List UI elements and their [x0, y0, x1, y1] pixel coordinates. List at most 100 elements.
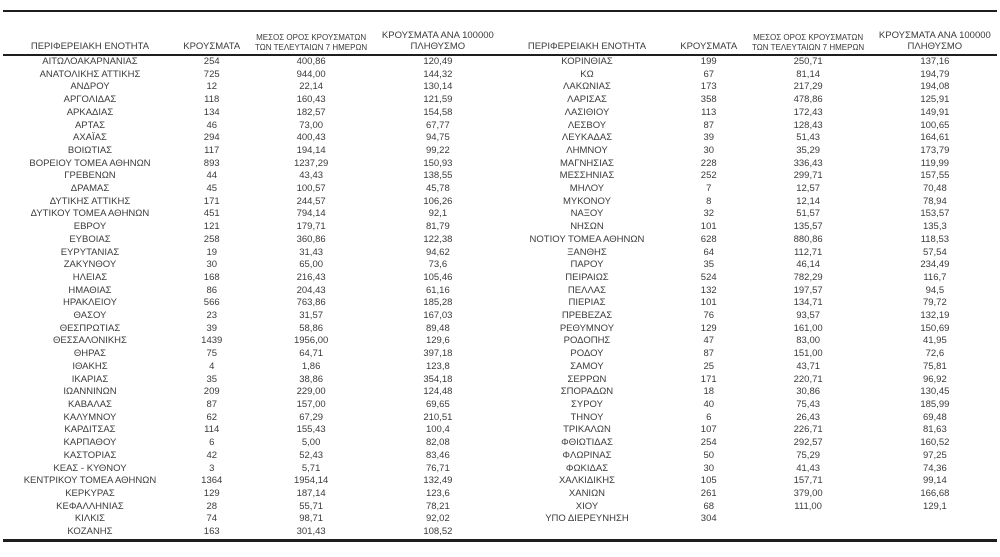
per100k-cell: 67,77	[425, 119, 450, 131]
table-row: ΠΕΙΡΑΙΩΣ 524 782,29 116,7	[500, 272, 997, 285]
cases-cell: 44	[206, 170, 218, 182]
per100k-cell: 132,49	[423, 475, 453, 487]
table-row: ΑΡΚΑΔΙΑΣ 134 182,57 154,58	[3, 107, 500, 120]
table-row: ΡΟΔΟΥ 87 151,00 72,6	[500, 348, 997, 361]
per100k-cell: 105,46	[423, 271, 453, 283]
avg7-cell: 81,14	[796, 68, 821, 80]
avg7-cell: 31,43	[299, 246, 324, 258]
column-header-region: ΠΕΡΙΦΕΡΕΙΑΚΗ ΕΝΟΤΗΤΑ	[3, 12, 177, 56]
region-cell: ΔΥΤΙΚΟΥ ΤΟΜΕΑ ΑΘΗΝΩΝ	[30, 208, 150, 220]
cases-cell: 1364	[201, 475, 223, 487]
table-row: ΛΗΜΝΟΥ 30 35,29 173,79	[500, 145, 997, 158]
table-row: ΠΡΕΒΕΖΑΣ 76 93,57 132,19	[500, 310, 997, 323]
region-cell: ΠΑΡΟΥ	[570, 259, 604, 271]
avg7-cell: 179,71	[296, 221, 326, 233]
region-cell: ΚΩ	[580, 68, 594, 80]
avg7-cell: 478,86	[793, 94, 823, 106]
cases-cell: 168	[203, 271, 220, 283]
avg7-cell: 22,14	[299, 81, 324, 93]
table-row: ΚΕΝΤΡΙΚΟΥ ΤΟΜΕΑ ΑΘΗΝΩΝ 1364 1954,14 132,49	[3, 475, 500, 488]
column-header-cases: ΚΡΟΥΣΜΑΤΑ	[673, 12, 744, 56]
cases-cell: 261	[700, 487, 717, 499]
region-cell: ΚΑΡΔΙΤΣΑΣ	[64, 424, 116, 436]
region-cell: ΚΙΛΚΙΣ	[74, 513, 106, 525]
table-row: ΚΑΣΤΟΡΙΑΣ 42 52,43 83,46	[3, 450, 500, 463]
table-row: ΚΟΡΙΝΘΙΑΣ 199 250,71 137,16	[500, 55, 997, 69]
avg7-cell: 12,57	[796, 183, 821, 195]
avg7-cell: 944,00	[296, 68, 326, 80]
cases-cell: 451	[203, 208, 220, 220]
per100k-cell: 61,16	[425, 284, 450, 296]
cases-cell: 75	[206, 348, 218, 360]
cases-cell: 129	[700, 322, 717, 334]
per100k-cell: 76,71	[425, 462, 450, 474]
cases-cell: 30	[703, 144, 715, 156]
column-header-per100k-line2: ΠΛΗΘΥΣΜΟ	[907, 41, 963, 52]
table-columns-wrapper: ΠΕΡΙΦΕΡΕΙΑΚΗ ΕΝΟΤΗΤΑ ΚΡΟΥΣΜΑΤΑ ΜΕΣΟΣ ΟΡΟ…	[3, 12, 997, 539]
region-cell: ΠΡΕΒΕΖΑΣ	[561, 310, 613, 322]
region-cell: ΓΡΕΒΕΝΩΝ	[64, 170, 116, 182]
region-cell: ΜΥΚΟΝΟΥ	[562, 195, 611, 207]
per100k-cell: 160,52	[920, 437, 950, 449]
per100k-cell: 119,99	[920, 157, 950, 169]
regional-cases-report-table: ΠΕΡΙΦΕΡΕΙΑΚΗ ΕΝΟΤΗΤΑ ΚΡΟΥΣΜΑΤΑ ΜΕΣΟΣ ΟΡΟ…	[3, 10, 997, 542]
region-cell: ΝΟΤΙΟΥ ΤΟΜΕΑ ΑΘΗΝΩΝ	[529, 233, 645, 245]
region-cell: ΡΟΔΟΥ	[570, 348, 604, 360]
per100k-cell: 79,72	[922, 297, 947, 309]
cases-cell: 35	[206, 373, 218, 385]
table-row: ΝΗΣΩΝ 101 135,57 135,3	[500, 221, 997, 234]
table-row: ΓΡΕΒΕΝΩΝ 44 43,43 138,55	[3, 170, 500, 183]
avg7-cell: 43,43	[299, 170, 324, 182]
cases-cell: 87	[703, 119, 715, 131]
column-header-per100k-line1: ΚΡΟΥΣΜΑΤΑ ΑΝΑ 100000	[381, 30, 494, 41]
avg7-cell: 58,86	[299, 322, 324, 334]
per100k-cell: 150,93	[423, 157, 453, 169]
per100k-cell: 82,08	[425, 437, 450, 449]
per100k-cell: 99,14	[922, 475, 947, 487]
table-row: ΗΜΑΘΙΑΣ 86 204,43 61,16	[3, 285, 500, 298]
cases-cell: 3	[209, 462, 215, 474]
region-cell: ΗΜΑΘΙΑΣ	[68, 284, 112, 296]
per100k-cell: 129,6	[425, 335, 450, 347]
cases-cell: 35	[703, 259, 715, 271]
avg7-cell: 51,43	[796, 132, 821, 144]
avg7-cell: 112,71	[793, 246, 823, 258]
table-row: ΛΑΡΙΣΑΣ 358 478,86 125,91	[500, 94, 997, 107]
per100k-cell: 94,62	[425, 246, 450, 258]
table-row: ΑΙΤΩΛΟΑΚΑΡΝΑΝΙΑΣ 254 400,86 120,49	[3, 55, 500, 69]
cases-cell: 1439	[201, 335, 223, 347]
table-row: ΡΟΔΟΠΗΣ 47 83,00 41,95	[500, 335, 997, 348]
per100k-cell: 100,65	[920, 119, 950, 131]
table-row: ΔΥΤΙΚΟΥ ΤΟΜΕΑ ΑΘΗΝΩΝ 451 794,14 92,1	[3, 208, 500, 221]
table-row: ΕΒΡΟΥ 121 179,71 81,79	[3, 221, 500, 234]
cases-cell: 32	[703, 208, 715, 220]
region-cell: ΑΝΔΡΟΥ	[70, 81, 110, 93]
region-cell: ΗΡΑΚΛΕΙΟΥ	[63, 297, 117, 309]
region-cell: ΛΕΥΚΑΔΑΣ	[561, 132, 613, 144]
region-cell: ΘΑΣΟΥ	[73, 310, 107, 322]
region-cell: ΚΑΒΑΛΑΣ	[68, 398, 112, 410]
table-row: ΜΥΚΟΝΟΥ 8 12,14 78,94	[500, 196, 997, 209]
region-cell: ΤΗΝΟΥ	[570, 411, 604, 423]
table-row: ΦΛΩΡΙΝΑΣ 50 75,29 97,25	[500, 450, 997, 463]
per100k-cell: 150,69	[920, 322, 950, 334]
per100k-cell: 41,95	[922, 335, 947, 347]
column-header-avg7-line2: ΤΩΝ ΤΕΛΕΥΤΑΙΩΝ 7 ΗΜΕΡΩΝ	[752, 42, 865, 52]
region-cell: ΠΕΛΛΑΣ	[567, 284, 607, 296]
cases-cell: 252	[700, 170, 717, 182]
region-cell: ΚΕΦΑΛΛΗΝΙΑΣ	[56, 500, 124, 512]
avg7-cell: 100,57	[296, 183, 326, 195]
avg7-cell: 1956,00	[293, 335, 329, 347]
per100k-cell: 397,18	[423, 348, 453, 360]
region-cell: ΑΡΤΑΣ	[74, 119, 105, 131]
avg7-cell: 67,29	[299, 411, 324, 423]
table-row: ΔΡΑΜΑΣ 45 100,57 45,78	[3, 183, 500, 196]
table-row: ΘΑΣΟΥ 23 31,57 167,03	[3, 310, 500, 323]
avg7-cell: 763,86	[296, 297, 326, 309]
per100k-cell: 57,54	[922, 246, 947, 258]
region-cell: ΜΑΓΝΗΣΙΑΣ	[560, 157, 614, 169]
avg7-cell: 51,57	[796, 208, 821, 220]
avg7-cell: 182,57	[296, 106, 326, 118]
per100k-cell: 138,55	[423, 170, 453, 182]
cases-cell: 171	[203, 195, 220, 207]
